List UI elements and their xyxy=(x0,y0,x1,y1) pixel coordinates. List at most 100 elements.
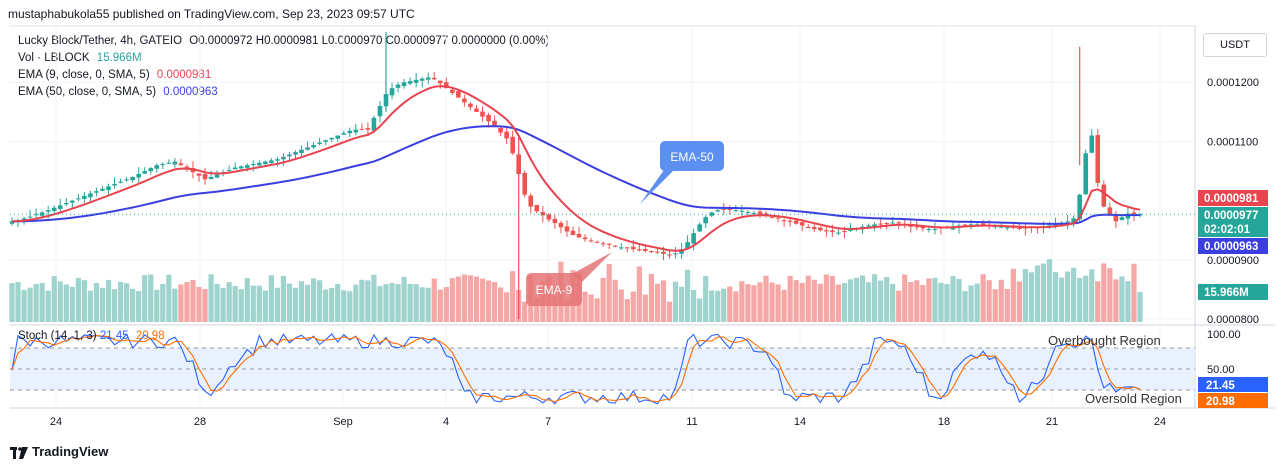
time-axis-label: 7 xyxy=(545,416,551,428)
volume-bar xyxy=(636,266,642,322)
candle-body xyxy=(21,218,27,221)
candle-body xyxy=(504,131,509,139)
volume-bar xyxy=(938,282,944,322)
candle-body xyxy=(606,243,612,245)
badge-stoch-k-bg xyxy=(1198,377,1268,392)
legend-ema50-row: EMA (50, close, 0, SMA, 5) 0.0000963 xyxy=(18,86,218,98)
candle-body xyxy=(407,81,413,84)
stoch-legend-d: 20.98 xyxy=(135,330,165,342)
volume-bar xyxy=(395,284,401,322)
candle-body xyxy=(106,186,111,191)
volume-bar xyxy=(678,286,685,322)
volume-bar xyxy=(606,264,612,322)
volume-bar xyxy=(1046,259,1053,322)
volume-bar xyxy=(847,279,854,322)
volume-bar xyxy=(1101,263,1107,322)
footer-brand[interactable]: TradingView xyxy=(10,444,108,459)
volume-bar xyxy=(280,276,287,322)
volume-bar xyxy=(226,282,232,322)
overbought-label: Overbought Region xyxy=(1048,333,1161,348)
volume-bar xyxy=(624,299,630,322)
volume-bar xyxy=(769,282,775,322)
ema50-callout-box xyxy=(660,141,724,171)
volume-bar xyxy=(721,288,727,322)
candle-body xyxy=(214,174,220,178)
candle-body xyxy=(1095,135,1101,183)
volume-bar xyxy=(136,291,142,322)
volume-bar xyxy=(244,278,250,322)
candle-body xyxy=(365,127,371,130)
candle-body xyxy=(401,82,407,87)
candle-body xyxy=(811,226,817,230)
volume-bar xyxy=(323,289,329,322)
candle-body xyxy=(359,128,365,130)
volume-bar xyxy=(1052,272,1059,322)
currency-selector[interactable]: USDT xyxy=(1203,33,1267,57)
legend-ema9-value: 0.0000981 xyxy=(156,69,212,81)
volume-bar xyxy=(1137,292,1143,322)
volume-bar xyxy=(196,286,202,322)
candle-body xyxy=(160,163,166,165)
volume-bar xyxy=(510,271,516,322)
candle-body xyxy=(287,154,292,157)
ema50-line xyxy=(11,125,1141,225)
volume-bar xyxy=(1010,268,1016,322)
candle-body xyxy=(474,108,479,112)
volume-bar xyxy=(425,287,431,322)
volume-bar xyxy=(1022,269,1028,322)
volume-bar xyxy=(829,276,835,322)
volume-bar xyxy=(365,280,371,322)
candle-body xyxy=(281,156,286,160)
volume-bar xyxy=(497,287,504,322)
volume-bar xyxy=(130,288,136,322)
candle-body xyxy=(787,220,793,222)
candle-body xyxy=(166,162,172,164)
candle-body xyxy=(932,229,938,231)
volume-bar xyxy=(262,290,268,322)
legend-volume-value: 15.966M xyxy=(96,52,142,64)
footer-brand-text: TradingView xyxy=(32,444,109,459)
candle-body xyxy=(486,114,491,122)
volume-bar xyxy=(799,283,805,322)
volume-bar xyxy=(419,287,425,322)
candle-body xyxy=(1125,213,1131,219)
volume-bar xyxy=(1131,263,1137,322)
candle-body xyxy=(998,226,1004,228)
candle-body xyxy=(703,217,708,224)
volume-bar xyxy=(117,281,124,322)
time-axis-label: Sep xyxy=(333,416,353,428)
candle-body xyxy=(27,216,33,218)
volume-bar xyxy=(841,283,848,322)
publish-line: mustaphabukola55 published on TradingVie… xyxy=(8,7,415,21)
candle-body xyxy=(112,184,117,186)
candle-body xyxy=(51,207,57,211)
candle-body xyxy=(395,84,401,88)
candle-body xyxy=(196,173,202,176)
candle-body xyxy=(202,174,208,180)
candle-body xyxy=(431,77,437,80)
volume-bar xyxy=(642,294,648,322)
legend-ema50-label: EMA (50, close, 0, SMA, 5) xyxy=(18,86,157,98)
volume-bar xyxy=(775,284,781,322)
ema9-callout-pointer xyxy=(572,252,612,282)
candle-body xyxy=(1101,184,1107,207)
candle-body xyxy=(727,209,733,211)
volume-bar xyxy=(1077,277,1083,322)
volume-bar xyxy=(986,280,992,322)
candle-body xyxy=(299,149,304,153)
volume-bar xyxy=(335,283,341,322)
candle-body xyxy=(618,247,624,249)
volume-bar xyxy=(884,277,890,322)
candle-body xyxy=(968,224,974,226)
candle-body xyxy=(305,147,310,150)
volume-bar xyxy=(697,298,703,322)
time-axis-label: 4 xyxy=(443,416,449,428)
volume-bar xyxy=(896,290,902,322)
candle-body xyxy=(576,233,582,238)
candle-body xyxy=(896,222,902,224)
candle-body xyxy=(691,233,696,244)
price-axis-tick: 0.0000900 xyxy=(1207,255,1259,267)
volume-bar xyxy=(250,285,256,322)
volume-bar xyxy=(75,277,81,322)
